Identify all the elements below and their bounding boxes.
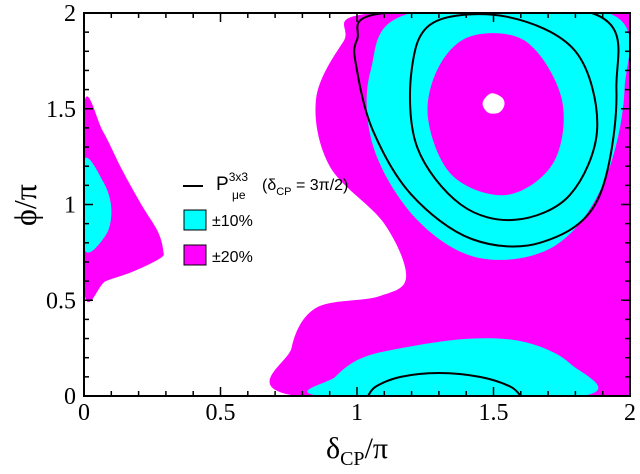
legend-item-20: ±20% <box>212 249 253 266</box>
legend-item-contour: P3x3 μe (δCP = 3π/2) <box>216 170 348 202</box>
x-tick-label: 0.5 <box>206 400 236 426</box>
contour-regions <box>84 13 630 396</box>
region-upper-hole <box>482 93 505 114</box>
x-axis-title-tail: /π <box>365 432 388 465</box>
region-lower-cyan <box>307 338 599 396</box>
region-upper-contour-outer <box>353 13 620 248</box>
plot-frame <box>83 12 631 397</box>
y-tick-label: 2 <box>64 1 76 27</box>
legend-swatch-10 <box>183 209 207 231</box>
x-axis-title-main: δ <box>326 432 340 465</box>
legend-p-sub: μe <box>232 188 246 202</box>
x-axis-title: δCP/π <box>326 432 388 470</box>
legend-swatch-20 <box>183 244 207 266</box>
y-tick-labels: 0 0.5 1 1.5 2 <box>46 1 76 410</box>
region-lower-contour <box>367 371 522 396</box>
region-upper-magenta-core <box>427 33 564 196</box>
x-tick-label: 0 <box>78 400 90 426</box>
x-tick-labels: 0 0.5 1 1.5 2 <box>78 400 636 426</box>
y-tick-label: 0.5 <box>46 288 76 314</box>
legend: P3x3 μe (δCP = 3π/2) ±10% ±20% <box>183 170 348 266</box>
x-tick-label: 2 <box>624 400 636 426</box>
legend-item-10: ±10% <box>212 213 253 230</box>
region-left-magenta <box>84 96 164 302</box>
legend-tail-pre: (δ <box>262 177 276 194</box>
legend-tail-sub: CP <box>276 186 291 198</box>
y-tick-label: 1.5 <box>46 97 76 123</box>
legend-tail-post: = 3π/2) <box>292 177 349 194</box>
region-upper-contour-inner <box>409 13 599 222</box>
x-tick-label: 1 <box>351 400 363 426</box>
legend-p-sup: 3x3 <box>229 170 249 184</box>
x-tick-label: 1.5 <box>479 400 509 426</box>
y-tick-label: 1 <box>64 193 76 219</box>
region-left-cyan <box>84 157 112 253</box>
y-axis-title: ϕ/π <box>7 184 43 226</box>
x-axis-title-sub: CP <box>340 448 364 470</box>
y-tick-label: 0 <box>64 384 76 410</box>
legend-p: P <box>216 174 229 195</box>
